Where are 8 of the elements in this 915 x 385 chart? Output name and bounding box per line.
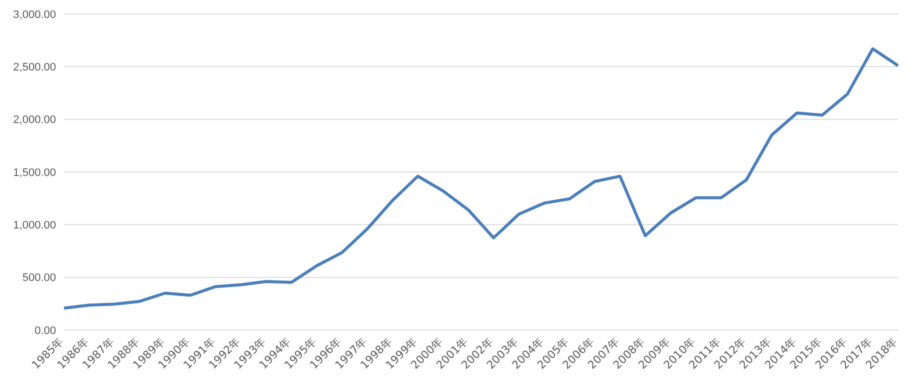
y-tick-label: 3,000.00 bbox=[13, 8, 56, 21]
line-series bbox=[62, 47, 900, 310]
y-tick-label: 0.00 bbox=[34, 324, 56, 337]
y-tick-label: 2,500.00 bbox=[13, 62, 56, 74]
y-tick-label: 2,000.00 bbox=[13, 114, 56, 126]
y-tick-label: 1,500.00 bbox=[13, 166, 56, 179]
y-tick-label: 1,000.00 bbox=[13, 220, 56, 232]
y-tick-label: 500.00 bbox=[22, 272, 56, 284]
